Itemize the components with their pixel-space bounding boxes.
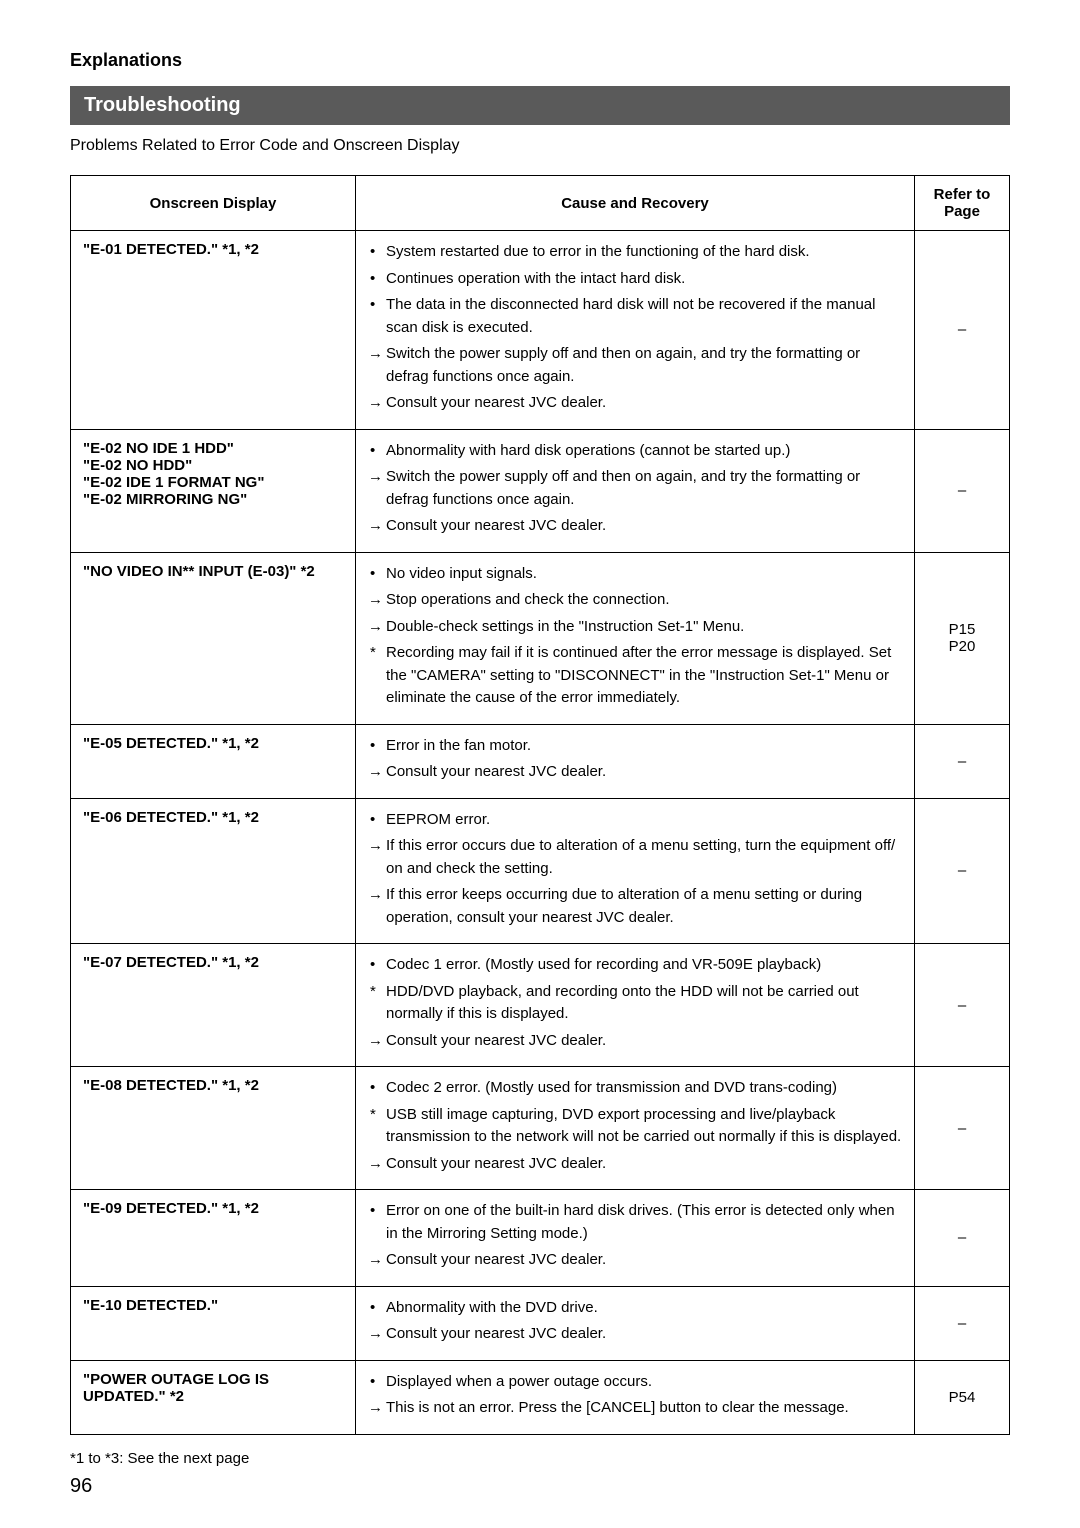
cell-cause: Abnormality with hard disk operations (c… xyxy=(356,429,915,552)
bullet-item: Error on one of the built-in hard disk d… xyxy=(368,1200,902,1245)
bullet-item: EEPROM error. xyxy=(368,809,902,832)
bullet-item: Abnormality with hard disk operations (c… xyxy=(368,440,902,463)
table-row: "POWER OUTAGE LOG IS UPDATED." *2Display… xyxy=(71,1360,1010,1434)
cell-cause: Displayed when a power outage occurs. Thi… xyxy=(356,1360,915,1434)
table-row: "E-09 DETECTED." *1, *2 Error on one of t… xyxy=(71,1190,1010,1287)
table-row: "E-08 DETECTED." *1, *2 Codec 2 error. (M… xyxy=(71,1067,1010,1190)
cell-onscreen: "E-09 DETECTED." *1, *2 xyxy=(71,1190,356,1287)
bullet-item: Error in the fan motor. xyxy=(368,735,902,758)
arrow-item: This is not an error. Press the [CANCEL]… xyxy=(368,1397,902,1420)
footnote: *1 to *3: See the next page xyxy=(70,1450,1010,1467)
arrow-item: If this error keeps occurring due to alt… xyxy=(368,884,902,929)
bullet-item: Codec 2 error. (Mostly used for transmis… xyxy=(368,1077,902,1100)
section-label: Explanations xyxy=(70,50,1010,71)
cell-refer: – xyxy=(915,1067,1010,1190)
cell-refer: – xyxy=(915,1286,1010,1360)
arrow-item: Consult your nearest JVC dealer. xyxy=(368,1323,902,1346)
cell-onscreen: "NO VIDEO IN** INPUT (E-03)" *2 xyxy=(71,552,356,724)
header-cause: Cause and Recovery xyxy=(356,176,915,231)
cell-cause: No video input signals. Stop operations a… xyxy=(356,552,915,724)
bullet-item: System restarted due to error in the fun… xyxy=(368,241,902,264)
cell-onscreen: "E-08 DETECTED." *1, *2 xyxy=(71,1067,356,1190)
table-row: "E-06 DETECTED." *1, *2 EEPROM error. If t… xyxy=(71,798,1010,944)
star-item: Recording may fail if it is continued af… xyxy=(368,642,902,710)
cell-refer: – xyxy=(915,724,1010,798)
bullet-item: Displayed when a power outage occurs. xyxy=(368,1371,902,1394)
page-container: Explanations Troubleshooting Problems Re… xyxy=(0,0,1080,1528)
cell-onscreen: "E-02 NO IDE 1 HDD""E-02 NO HDD""E-02 ID… xyxy=(71,429,356,552)
bullet-item: Continues operation with the intact hard… xyxy=(368,268,902,291)
cell-onscreen: "POWER OUTAGE LOG IS UPDATED." *2 xyxy=(71,1360,356,1434)
cell-refer: – xyxy=(915,231,1010,430)
cell-cause: System restarted due to error in the fun… xyxy=(356,231,915,430)
table-row: "E-02 NO IDE 1 HDD""E-02 NO HDD""E-02 ID… xyxy=(71,429,1010,552)
cell-cause: Abnormality with the DVD drive. Consult y… xyxy=(356,1286,915,1360)
table-row: "E-10 DETECTED."Abnormality with the DVD… xyxy=(71,1286,1010,1360)
cell-refer: – xyxy=(915,1190,1010,1287)
cell-onscreen: "E-10 DETECTED." xyxy=(71,1286,356,1360)
cell-cause: Codec 2 error. (Mostly used for transmis… xyxy=(356,1067,915,1190)
bullet-item: The data in the disconnected hard disk w… xyxy=(368,294,902,339)
banner-title: Troubleshooting xyxy=(70,86,1010,125)
cell-refer: P54 xyxy=(915,1360,1010,1434)
table-row: "E-07 DETECTED." *1, *2 Codec 1 error. (M… xyxy=(71,944,1010,1067)
cell-onscreen: "E-07 DETECTED." *1, *2 xyxy=(71,944,356,1067)
header-refer: Refer to Page xyxy=(915,176,1010,231)
arrow-item: Switch the power supply off and then on … xyxy=(368,343,902,388)
troubleshooting-table: Onscreen Display Cause and Recovery Refe… xyxy=(70,175,1010,1435)
table-row: "E-05 DETECTED." *1, *2Error in the fan … xyxy=(71,724,1010,798)
cell-cause: Error in the fan motor. Consult your near… xyxy=(356,724,915,798)
cell-cause: Codec 1 error. (Mostly used for recordin… xyxy=(356,944,915,1067)
cell-refer: P15P20 xyxy=(915,552,1010,724)
arrow-item: Double-check settings in the "Instructio… xyxy=(368,616,902,639)
cell-refer: – xyxy=(915,429,1010,552)
cell-onscreen: "E-01 DETECTED." *1, *2 xyxy=(71,231,356,430)
cell-cause: Error on one of the built-in hard disk d… xyxy=(356,1190,915,1287)
cell-onscreen: "E-06 DETECTED." *1, *2 xyxy=(71,798,356,944)
cell-onscreen: "E-05 DETECTED." *1, *2 xyxy=(71,724,356,798)
arrow-item: Consult your nearest JVC dealer. xyxy=(368,1153,902,1176)
cell-refer: – xyxy=(915,944,1010,1067)
arrow-item: Switch the power supply off and then on … xyxy=(368,466,902,511)
bullet-item: Codec 1 error. (Mostly used for recordin… xyxy=(368,954,902,977)
bullet-item: Abnormality with the DVD drive. xyxy=(368,1297,902,1320)
arrow-item: Stop operations and check the connection… xyxy=(368,589,902,612)
arrow-item: Consult your nearest JVC dealer. xyxy=(368,515,902,538)
arrow-item: Consult your nearest JVC dealer. xyxy=(368,761,902,784)
table-row: "E-01 DETECTED." *1, *2 System restarted … xyxy=(71,231,1010,430)
cell-refer: – xyxy=(915,798,1010,944)
page-number: 96 xyxy=(70,1475,92,1498)
star-item: USB still image capturing, DVD export pr… xyxy=(368,1104,902,1149)
arrow-item: Consult your nearest JVC dealer. xyxy=(368,1249,902,1272)
subtitle: Problems Related to Error Code and Onscr… xyxy=(70,137,1010,155)
table-header-row: Onscreen Display Cause and Recovery Refe… xyxy=(71,176,1010,231)
arrow-item: If this error occurs due to alteration o… xyxy=(368,835,902,880)
cell-cause: EEPROM error. If this error occurs due to… xyxy=(356,798,915,944)
header-onscreen: Onscreen Display xyxy=(71,176,356,231)
star-item: HDD/DVD playback, and recording onto the… xyxy=(368,981,902,1026)
arrow-item: Consult your nearest JVC dealer. xyxy=(368,392,902,415)
arrow-item: Consult your nearest JVC dealer. xyxy=(368,1030,902,1053)
table-row: "NO VIDEO IN** INPUT (E-03)" *2No video … xyxy=(71,552,1010,724)
bullet-item: No video input signals. xyxy=(368,563,902,586)
